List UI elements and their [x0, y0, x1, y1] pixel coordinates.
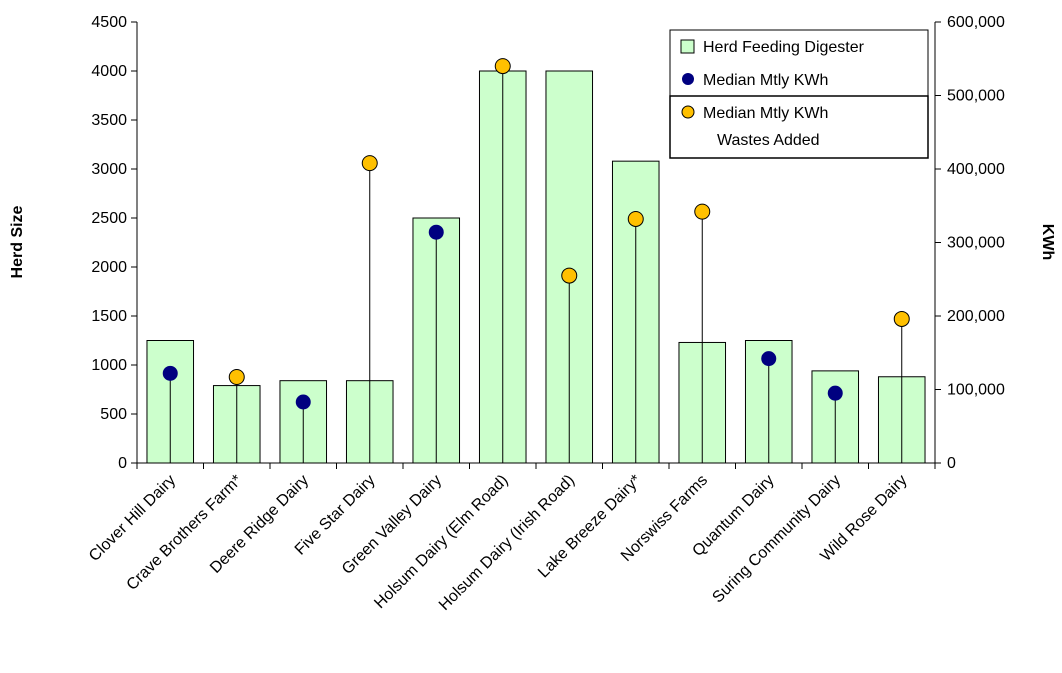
point-gold-11 [893, 310, 910, 327]
legend-navy-label: Median Mtly KWh [703, 72, 828, 89]
y-tick-label-0: 0 [118, 455, 127, 472]
legend-gold-label-line1: Median Mtly KWh [703, 105, 828, 122]
dots-layer [162, 58, 910, 410]
point-gold-7 [627, 210, 644, 227]
point-gold-6 [561, 267, 578, 284]
left-y-ticks: 0 500 1000 1500 2000 2500 3000 3500 4000 4500 [91, 14, 137, 472]
x-tick-label-5: Holsum Dairy (Elm Road) [371, 472, 511, 612]
legend-gold-dot [681, 105, 695, 119]
y-tick-label-5: 2500 [91, 210, 127, 227]
point-navy-4 [428, 224, 444, 240]
right-axis-title: KWh [1039, 224, 1056, 260]
y2-tick-label-6: 600,000 [947, 14, 1005, 31]
y-tick-label-4: 2000 [91, 259, 127, 276]
point-gold-5 [494, 58, 511, 75]
legend-gold-label-line2: Wastes Added [717, 132, 820, 149]
x-tick-label-10: Suring Community Dairy [709, 472, 844, 607]
point-gold-3 [361, 155, 378, 172]
point-navy-9 [761, 351, 777, 367]
stems-layer [169, 66, 903, 463]
y-tick-label-9: 4500 [91, 14, 127, 31]
x-tick-label-6: Holsum Dairy (Irish Road) [436, 472, 578, 614]
point-gold-1 [228, 369, 245, 386]
point-gold-8 [694, 203, 711, 220]
legend-bar-label: Herd Feeding Digester [703, 39, 865, 56]
legend: Herd Feeding Digester Median Mtly KWh Me… [669, 29, 929, 159]
point-navy-10 [827, 385, 843, 401]
y-tick-label-8: 4000 [91, 63, 127, 80]
right-y-ticks: 0 100,000 200,000 300,000 400,000 500,000 600,… [935, 14, 1005, 472]
legend-navy-dot [682, 73, 694, 85]
y-tick-label-7: 3500 [91, 112, 127, 129]
y2-tick-label-4: 400,000 [947, 161, 1005, 178]
legend-box-upper [669, 29, 929, 97]
point-navy-0 [162, 365, 178, 381]
y2-tick-label-5: 500,000 [947, 88, 1005, 105]
y2-tick-label-1: 100,000 [947, 382, 1005, 399]
y-tick-label-1: 500 [100, 406, 127, 423]
y-tick-label-3: 1500 [91, 308, 127, 325]
y-tick-label-6: 3000 [91, 161, 127, 178]
y-tick-label-2: 1000 [91, 357, 127, 374]
legend-box-lower [669, 95, 929, 159]
y2-tick-label-3: 300,000 [947, 235, 1005, 252]
point-navy-2 [295, 394, 311, 410]
left-axis-title: Herd Size [9, 205, 26, 278]
x-tick-label-1: Crave Brothers Farm* [124, 472, 246, 594]
legend-bar-swatch [680, 39, 695, 54]
y2-tick-label-0: 0 [947, 455, 956, 472]
y2-tick-label-2: 200,000 [947, 308, 1005, 325]
